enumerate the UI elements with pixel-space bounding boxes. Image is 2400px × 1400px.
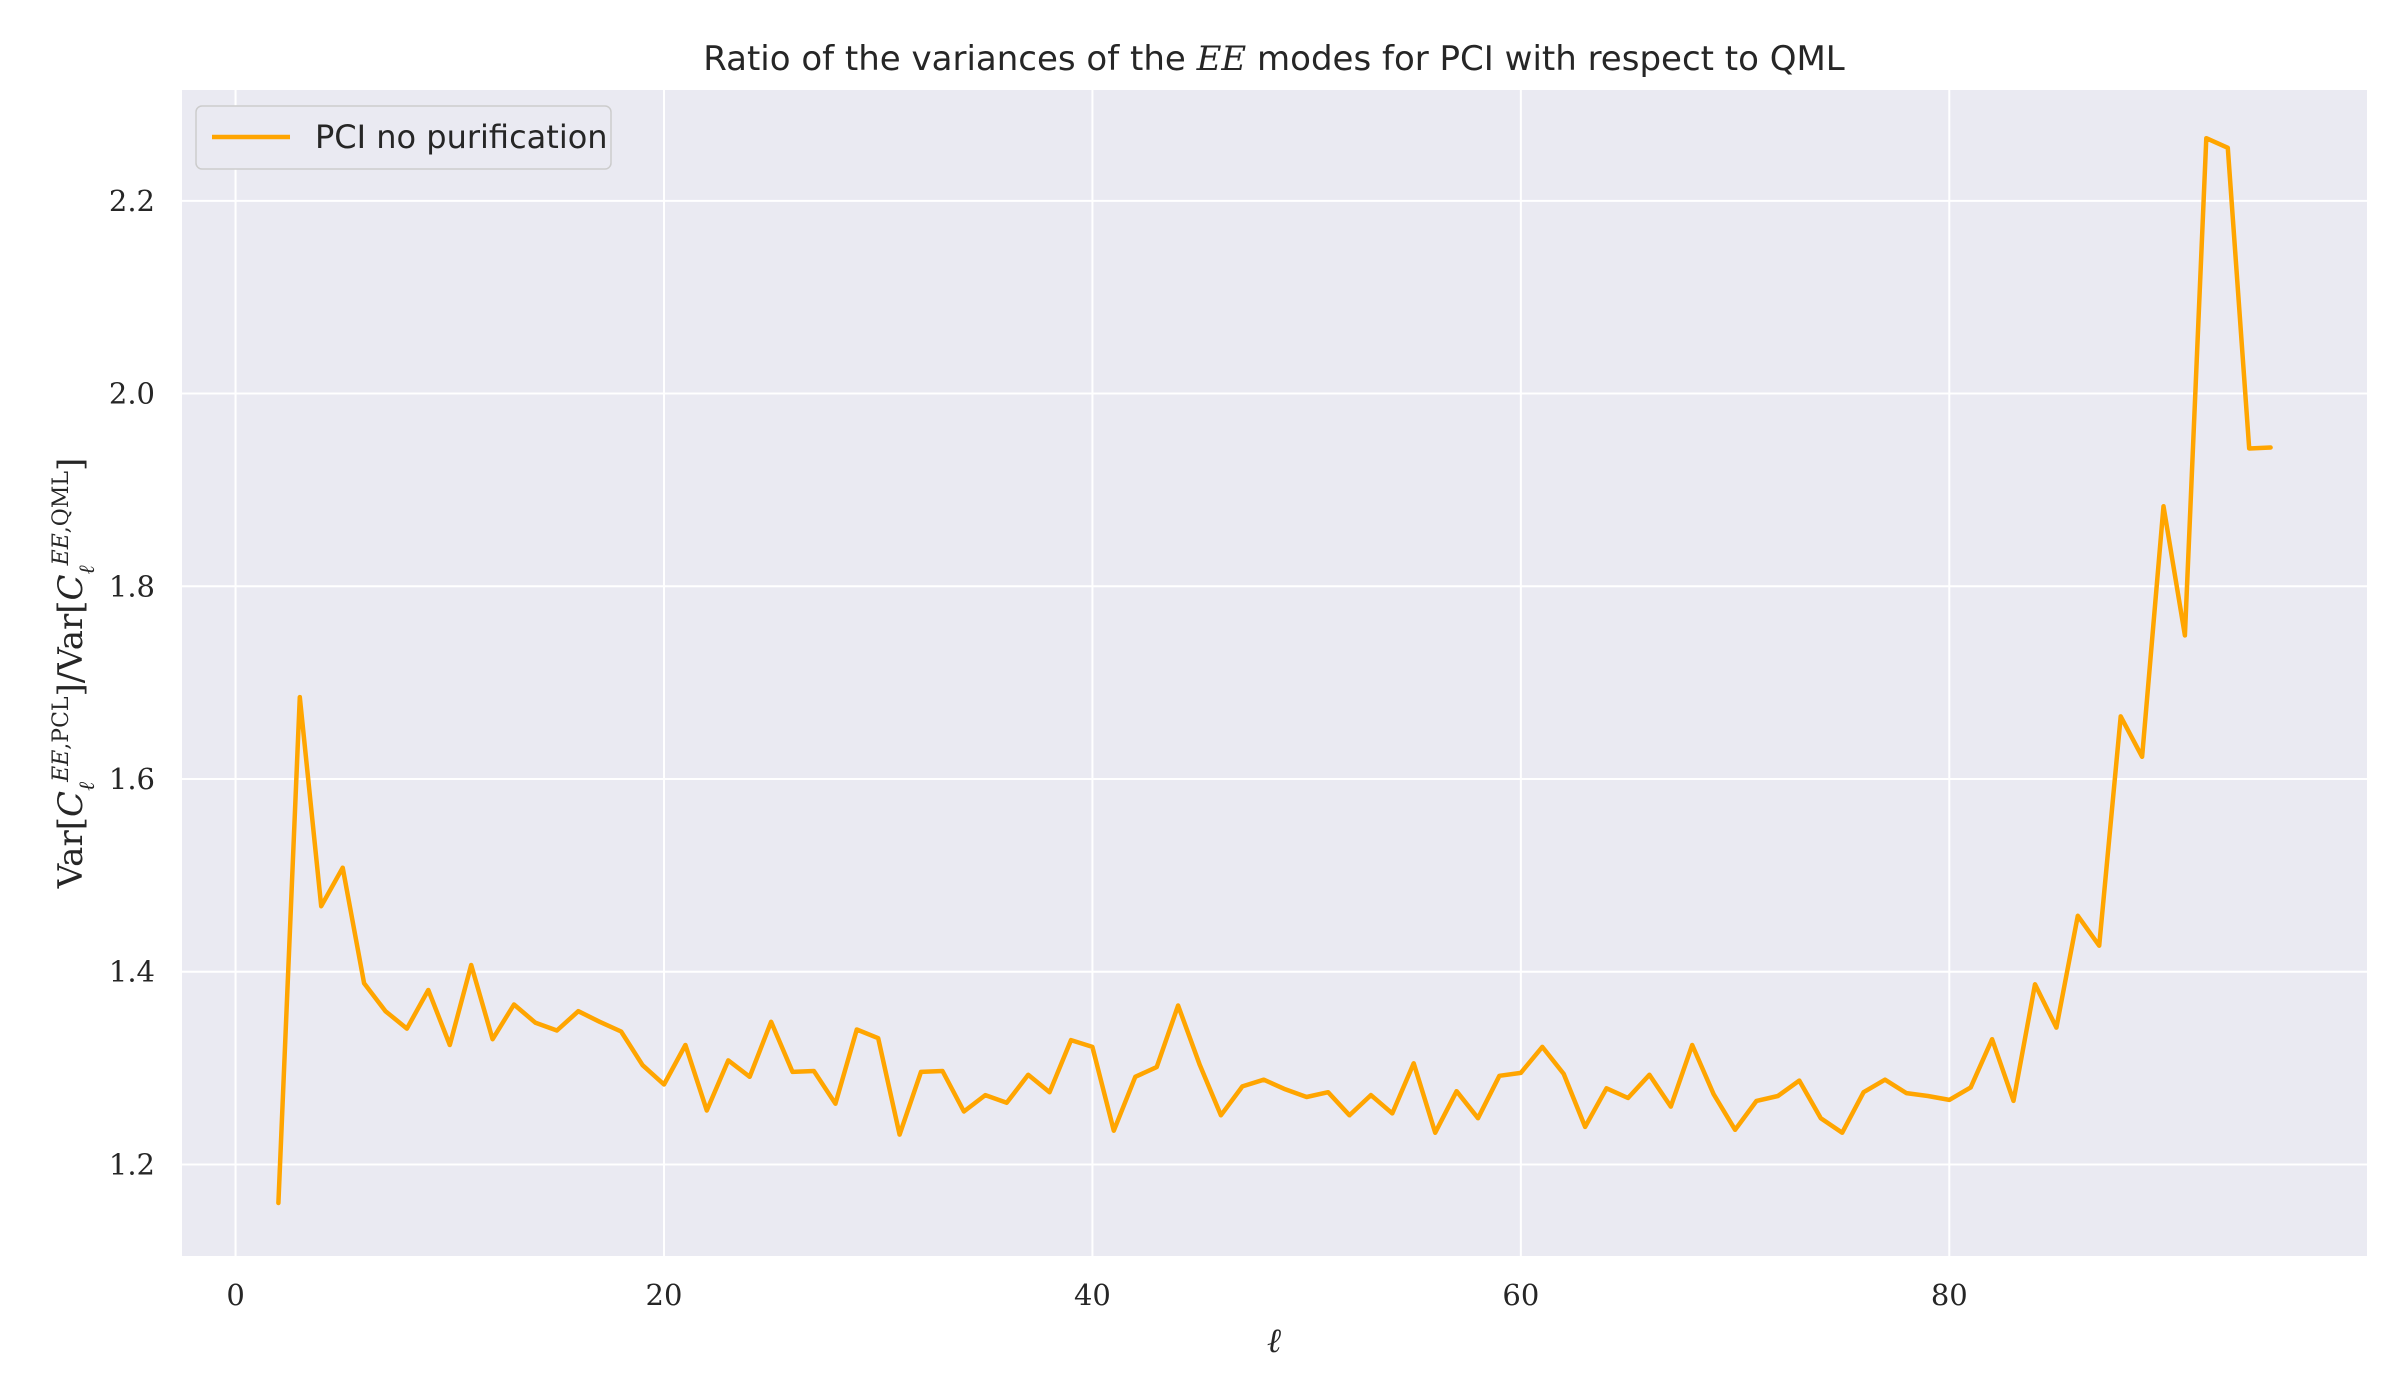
y-tick-label: 2.0 (109, 377, 155, 411)
chart-title: Ratio of the variances of the EE modes f… (703, 39, 1845, 79)
legend-label: PCI no purification (315, 118, 608, 156)
x-tick-label: 20 (646, 1278, 683, 1312)
y-tick-label: 1.6 (109, 762, 155, 796)
y-axis-label: Var[CℓEE,PCL]/Var[CℓEE,QML] (49, 458, 100, 890)
grid-lines (182, 90, 2367, 1256)
x-tick-label: 0 (226, 1278, 244, 1312)
y-tick-label: 1.4 (109, 955, 155, 989)
x-tick-label: 80 (1931, 1278, 1968, 1312)
x-tick-label: 40 (1074, 1278, 1111, 1312)
plot-area (182, 90, 2367, 1256)
y-tick-label: 1.8 (109, 569, 155, 603)
x-tick-labels: 0 20 40 60 80 (226, 1278, 1967, 1312)
legend-box (195, 105, 612, 170)
series-line (276, 135, 2273, 1206)
y-tick-label: 2.2 (109, 184, 155, 218)
y-tick-labels: 1.2 1.4 1.6 1.8 2.0 2.2 (109, 184, 155, 1182)
x-axis-label: ℓ (1267, 1321, 1281, 1361)
x-tick-label: 60 (1502, 1278, 1539, 1312)
y-tick-label: 1.2 (109, 1147, 155, 1181)
series-layer (276, 135, 2273, 1206)
legend: PCI no purification (195, 105, 612, 170)
